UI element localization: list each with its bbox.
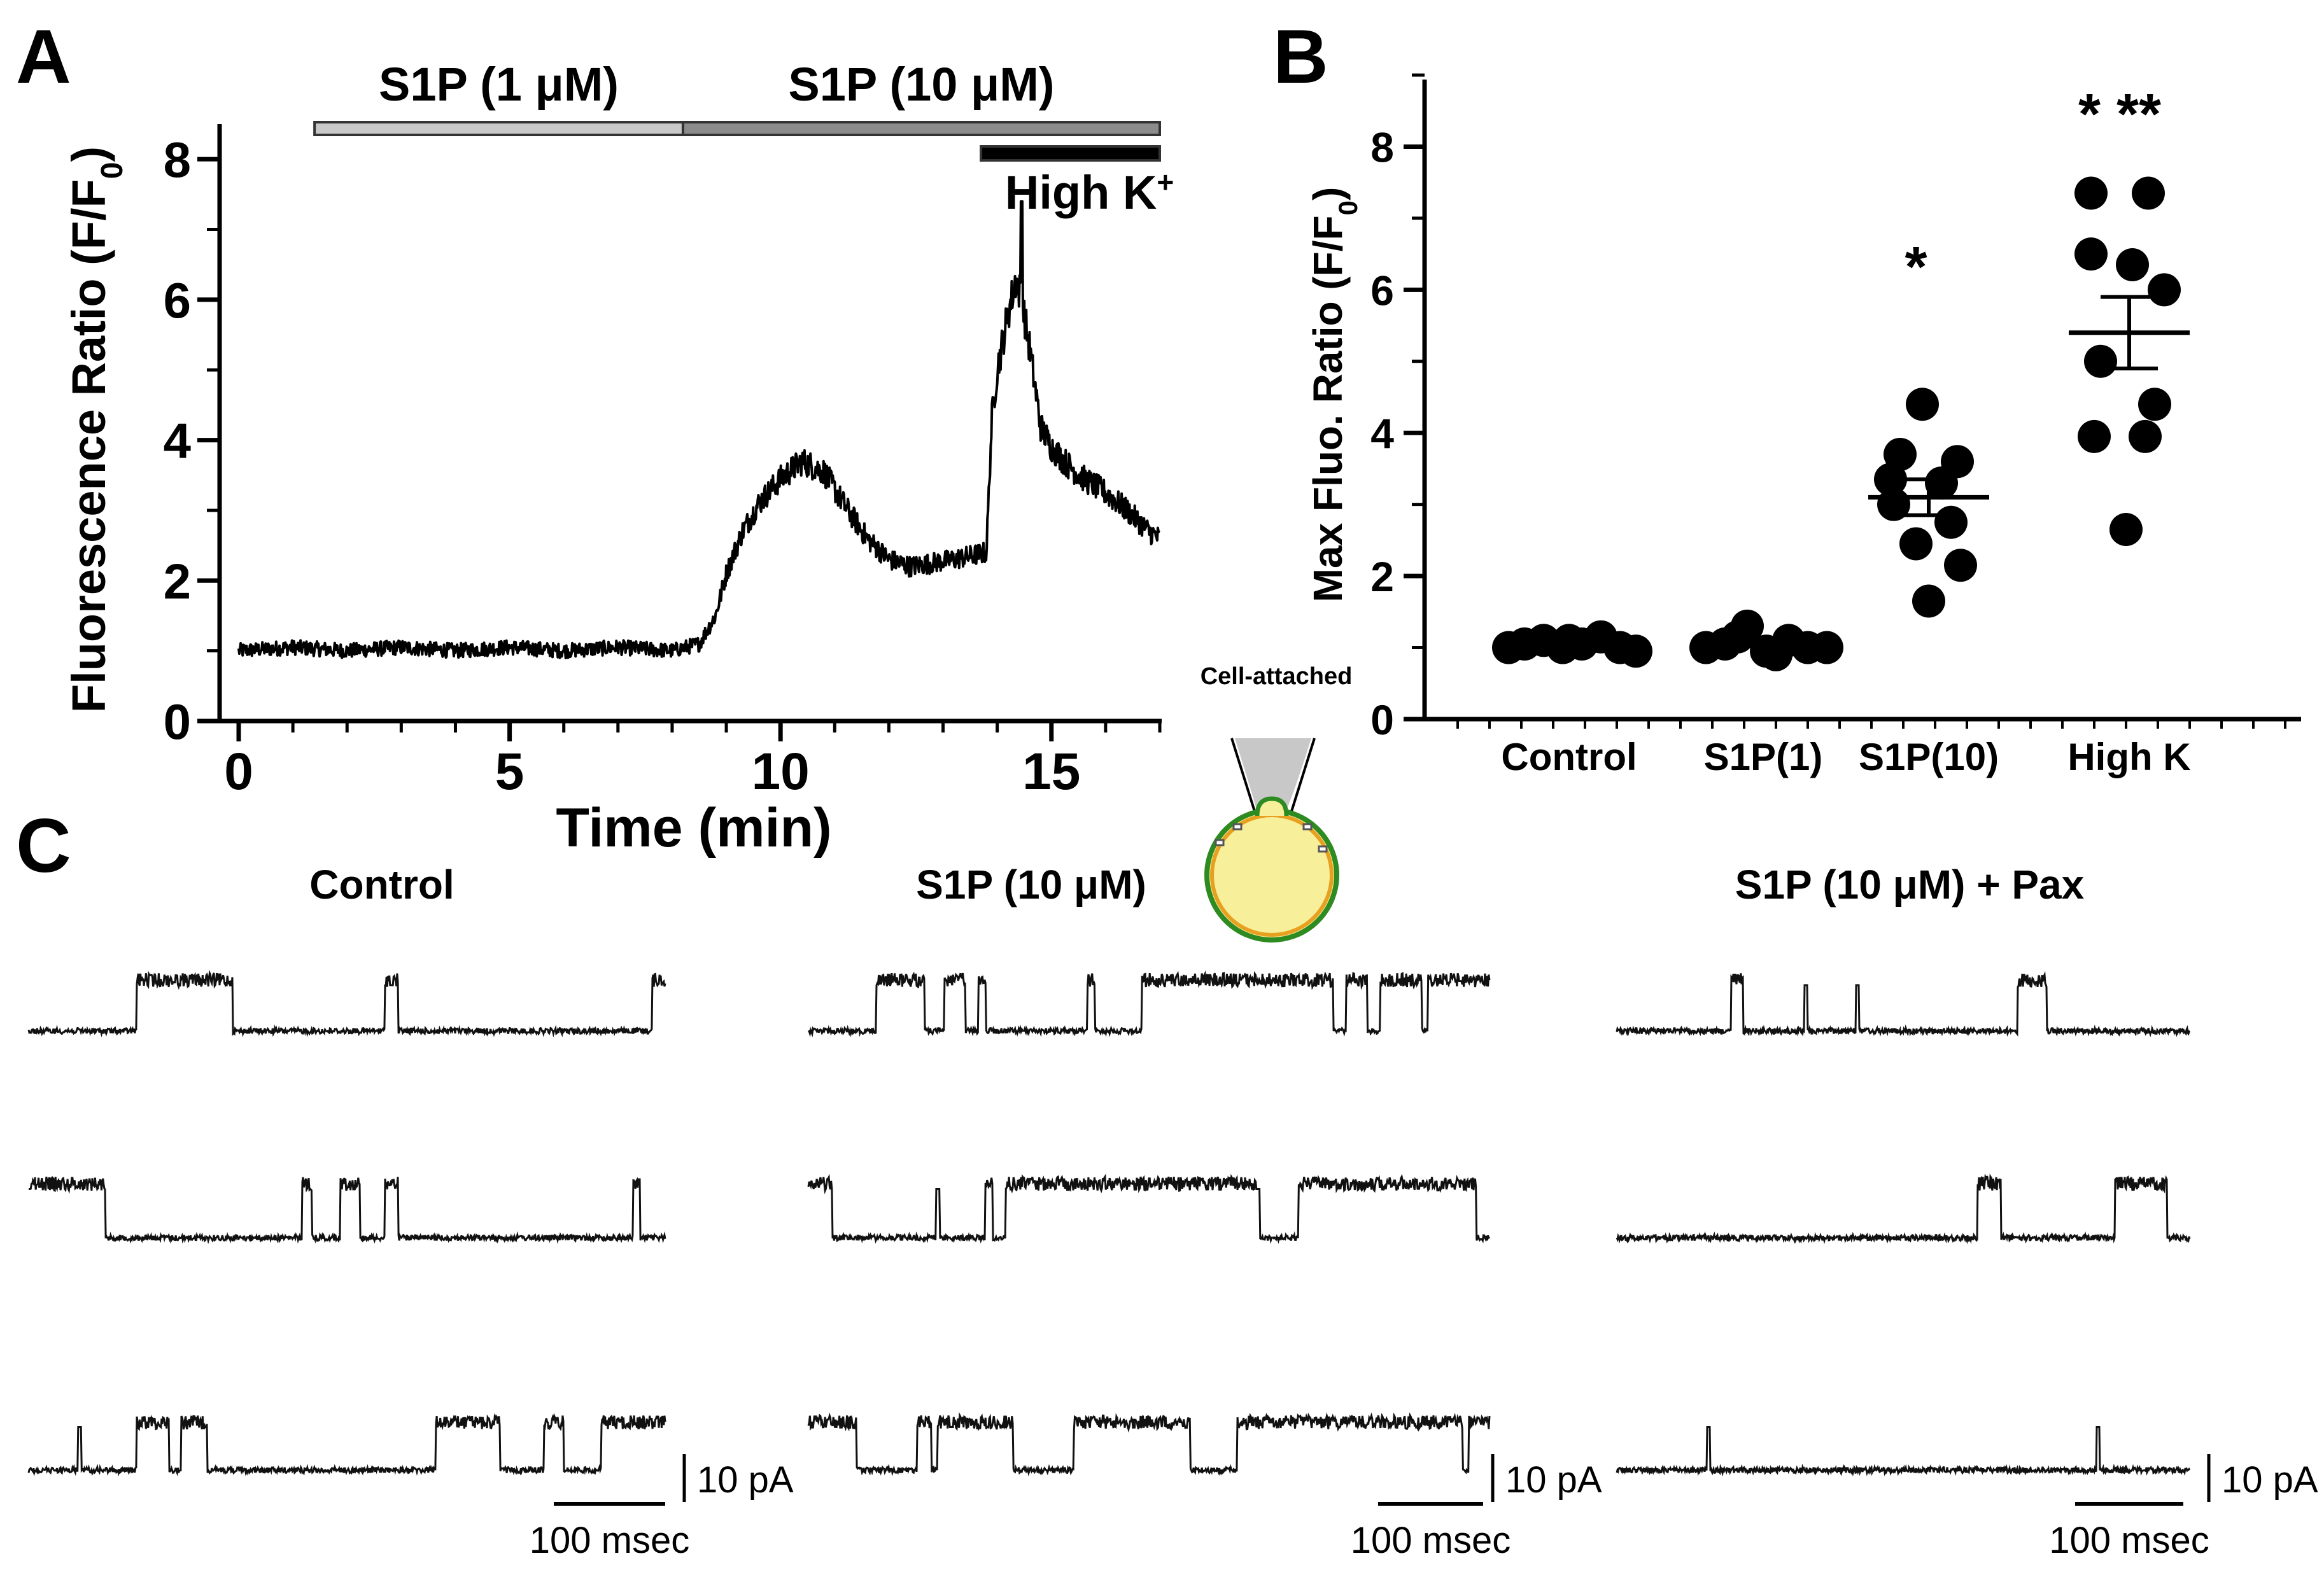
- a-x-tick-label: 10: [752, 743, 810, 801]
- c-column-title: S1P (10 μM): [916, 862, 1146, 908]
- c-channel-trace: [27, 969, 666, 1038]
- b-data-point: [2074, 176, 2108, 210]
- c-channel-trace: [807, 1174, 1490, 1244]
- b-data-point: [1721, 620, 1754, 654]
- b-data-point: [2132, 176, 2165, 210]
- schematic-label: Cell-attached: [1201, 663, 1353, 690]
- b-x-category-label: High K: [2067, 736, 2190, 778]
- b-data-point: [1810, 631, 1843, 664]
- b-data-point: [2078, 419, 2111, 453]
- b-data-point: [2116, 248, 2149, 281]
- b-data-point: [1899, 527, 1933, 561]
- a-treatment-bar: [980, 145, 1162, 162]
- b-data-point: [2138, 388, 2171, 421]
- a-y-axis-label: Fluorescence Ratio (F/F0): [62, 146, 129, 713]
- b-data-point: [2148, 273, 2181, 307]
- b-data-point: [2084, 344, 2117, 378]
- a-treatment-label: S1P (10 μM): [788, 58, 1054, 111]
- channel-markers: [1215, 823, 1328, 853]
- c-time-scale-label: 100 msec: [1351, 1520, 1511, 1561]
- c-channel-trace: [1616, 1173, 2191, 1245]
- b-data-point: [1934, 505, 1968, 539]
- b-significance-marker: *: [1905, 235, 1927, 299]
- c-current-scale-label: 10 pA: [1505, 1459, 1602, 1501]
- b-data-point: [1912, 584, 1945, 618]
- a-treatment-label: S1P (1 μM): [379, 58, 619, 111]
- b-data-point: [1884, 437, 1917, 471]
- b-x-category-label: Control: [1501, 736, 1637, 778]
- b-y-tick-label: 2: [1370, 553, 1394, 600]
- a-x-axis-label: Time (min): [556, 797, 831, 859]
- a-treatment-label-sup: +: [1157, 165, 1174, 199]
- b-x-category-label: S1P(10): [1859, 736, 1999, 778]
- c-current-scale-label: 10 pA: [2222, 1459, 2318, 1501]
- a-treatment-bar: [313, 121, 684, 136]
- b-data-point: [1906, 388, 1939, 421]
- b-y-tick-label: 8: [1370, 123, 1394, 171]
- pipette-icon: [1235, 738, 1311, 811]
- b-data-point: [1553, 624, 1586, 657]
- c-column-title: Control: [309, 862, 454, 908]
- a-x-tick-label: 15: [1022, 743, 1080, 801]
- cell-attached-schematic: Cell-attached: [1201, 663, 1353, 943]
- pipette-outline: [1230, 738, 1316, 814]
- c-channel-trace: [807, 970, 1491, 1037]
- b-data-point: [1941, 445, 1974, 479]
- a-y-tick-label: 8: [164, 132, 191, 188]
- c-channel-trace: [1616, 971, 2191, 1037]
- b-y-tick-label: 0: [1370, 696, 1394, 743]
- c-column-title: S1P (10 μM) + Pax: [1735, 862, 2085, 908]
- b-y-tick-label: 6: [1370, 267, 1394, 314]
- a-y-tick-label: 6: [164, 272, 191, 328]
- panel-a-line-chart: 0 2 4 6 8 0 5 10 15 Time (min) Fluorescence Rat…: [62, 58, 1174, 859]
- a-y-tick-label: 4: [164, 413, 191, 469]
- a-treatment-label: High K+: [1005, 165, 1174, 219]
- c-channel-trace: [807, 1412, 1491, 1476]
- panel-label-b: B: [1273, 14, 1328, 99]
- c-channel-trace: [27, 1413, 666, 1476]
- panel-b-scatter-chart: 0 2 4 6 8 Control S1P(1) S1P(10) High K Max Flu…: [1305, 73, 2301, 778]
- panel-c-recordings: Control S1P (10 μM) S1P (10 μM) + Pax 10 p…: [27, 862, 2318, 1561]
- a-fluorescence-trace: [237, 200, 1160, 659]
- a-treatment-bar: [681, 121, 1161, 136]
- a-x-tick-label: 5: [495, 743, 525, 801]
- a-y-tick-label: 0: [164, 694, 191, 750]
- c-channel-trace: [1616, 1426, 2191, 1477]
- c-time-scale-label: 100 msec: [2049, 1520, 2209, 1561]
- membrane-patch: [1255, 796, 1289, 817]
- a-y-tick-label: 2: [164, 553, 191, 609]
- panel-label-a: A: [16, 14, 71, 99]
- c-channel-trace: [29, 1175, 666, 1245]
- b-significance-marker: * **: [2078, 83, 2161, 146]
- b-y-axis-label: Max Fluo. Ratio (F/F0): [1305, 187, 1363, 603]
- b-data-point: [2129, 419, 2162, 453]
- b-data-point: [2109, 513, 2143, 547]
- panel-label-c: C: [16, 803, 71, 888]
- b-data-point: [1874, 463, 1907, 496]
- b-y-tick-label: 4: [1370, 410, 1394, 457]
- b-data-point: [1619, 634, 1652, 668]
- c-time-scale-label: 100 msec: [530, 1520, 689, 1561]
- b-x-category-label: S1P(1): [1704, 736, 1823, 778]
- a-x-tick-label: 0: [224, 743, 253, 801]
- cell-icon: [1204, 808, 1339, 943]
- b-data-point: [2074, 237, 2108, 271]
- b-data-point: [1759, 638, 1792, 671]
- c-current-scale-label: 10 pA: [697, 1459, 794, 1501]
- b-data-point: [1944, 549, 1977, 582]
